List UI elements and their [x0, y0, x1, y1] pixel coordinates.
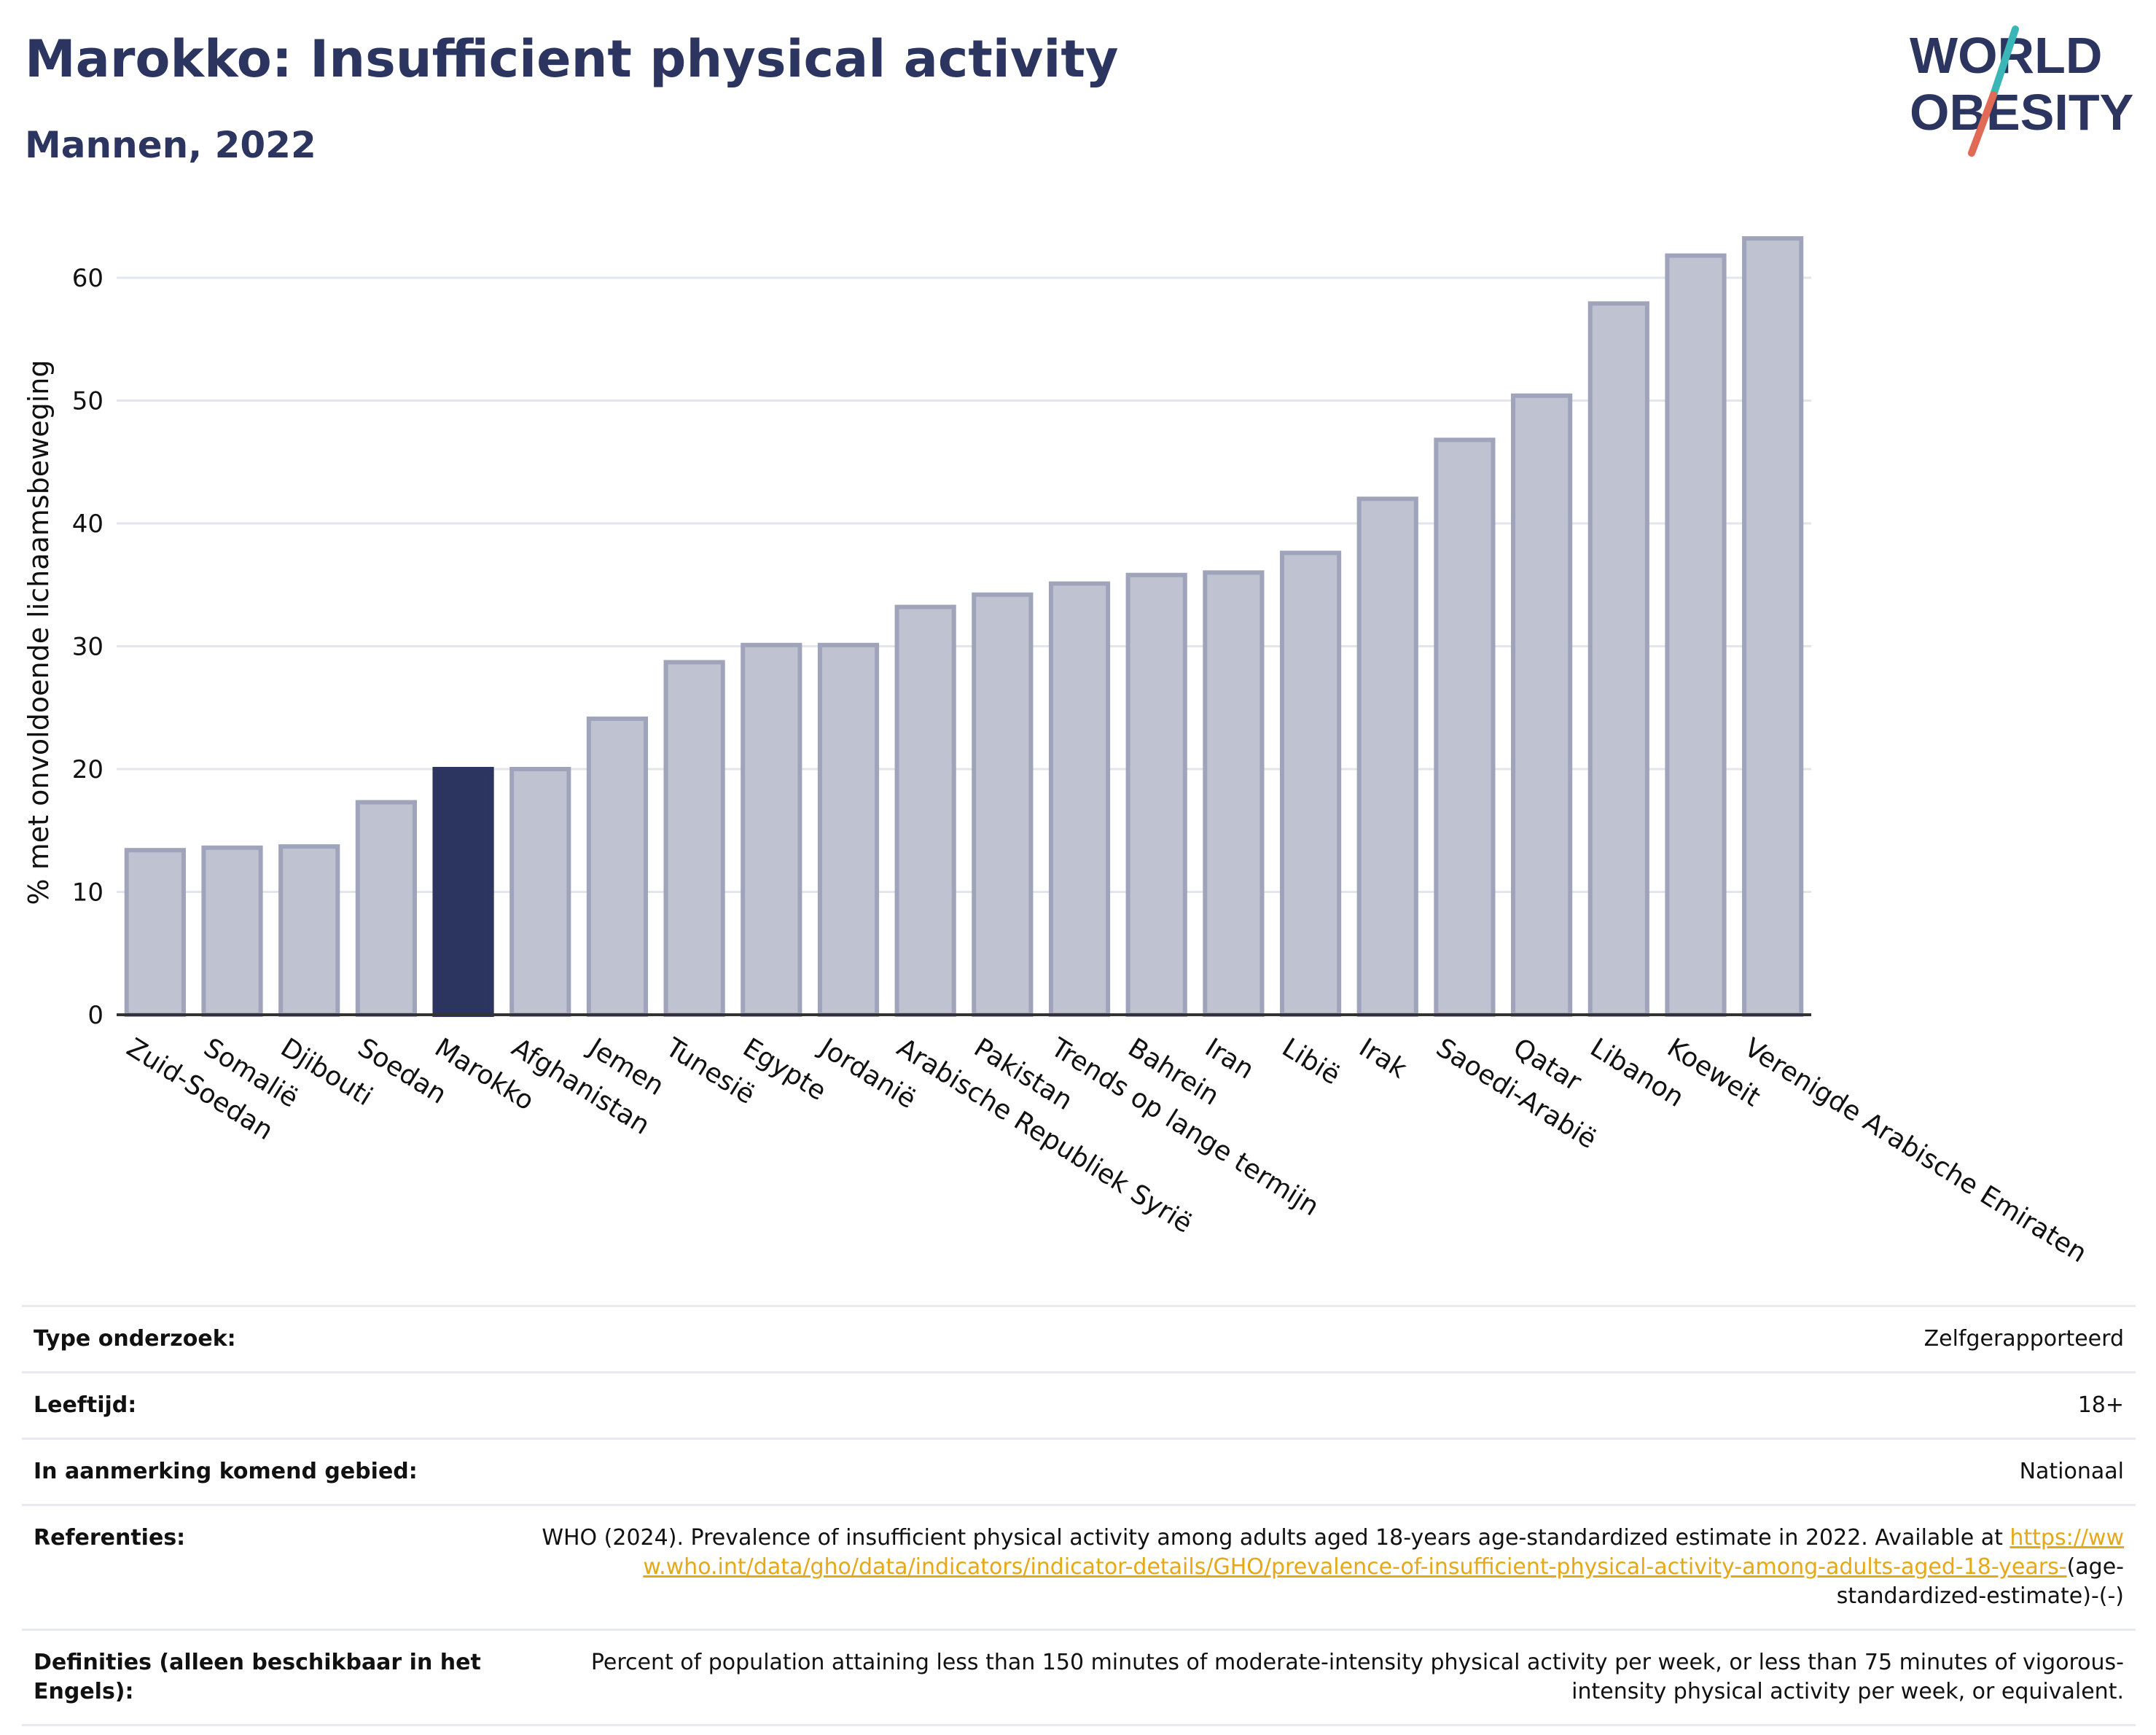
y-tick-labels: 0 10 20 30 40 50 60	[72, 264, 103, 1030]
page-subtitle: Mannen, 2022	[25, 124, 316, 166]
bars	[124, 236, 1804, 1018]
bar-trends-op-lange-termijn	[1048, 581, 1111, 1017]
y-tick-label: 50	[72, 386, 103, 416]
bar-jordani-	[817, 642, 880, 1017]
y-axis-label: % met onvoldoende lichaamsbeweging	[23, 360, 55, 905]
x-tick-label: Verenigde Arabische Emiraten	[1739, 1033, 2092, 1269]
reference-text: WHO (2024). Prevalence of insufficient p…	[542, 1525, 2003, 1551]
meta-row-survey-type: Type onderzoek: Zelfgerapporteerd	[22, 1305, 2136, 1371]
y-tick-label: 0	[87, 1001, 103, 1030]
y-tick-label: 60	[72, 264, 103, 293]
meta-label: Leeftijd:	[34, 1392, 137, 1418]
x-tick-label: Libië	[1277, 1033, 1345, 1091]
y-tick-label: 40	[72, 510, 103, 539]
bar-djibouti	[278, 844, 340, 1017]
bar-zuid-soedan	[124, 848, 186, 1017]
metadata-table: Type onderzoek: Zelfgerapporteerd Leefti…	[22, 1305, 2136, 1726]
page-title: Marokko: Insufficient physical activity	[25, 29, 1119, 89]
reference-link[interactable]: https://www.who.int/data/gho/data/indica…	[643, 1525, 2124, 1580]
bar-afghanistan	[509, 766, 571, 1018]
meta-label: Definities (alleen beschikbaar in het En…	[34, 1650, 481, 1704]
bar-libanon	[1587, 301, 1649, 1017]
bar-egypte	[741, 642, 802, 1017]
meta-row-area: In aanmerking komend gebied: Nationaal	[22, 1438, 2136, 1504]
meta-row-age: Leeftijd: 18+	[22, 1371, 2136, 1438]
reference-suffix: (age-standardized-estimate)-(-)	[1836, 1554, 2124, 1609]
bar-iran	[1203, 570, 1265, 1017]
bar-soedan	[355, 800, 417, 1017]
x-tick-label: Irak	[1354, 1033, 1412, 1085]
bar-verenigde-arabische-emiraten	[1742, 236, 1804, 1017]
bar-jemen	[586, 716, 649, 1018]
bar-marokko	[432, 766, 494, 1018]
bar-arabische-republiek-syri-	[894, 604, 956, 1017]
meta-row-references: Referenties: WHO (2024). Prevalence of i…	[22, 1504, 2136, 1629]
meta-value: Nationaal	[2019, 1459, 2124, 1484]
bar-somali-	[201, 845, 263, 1017]
meta-value: Zelfgerapporteerd	[1923, 1326, 2124, 1352]
meta-value: WHO (2024). Prevalence of insufficient p…	[535, 1506, 2136, 1629]
world-obesity-logo: WORLD OBESITY	[1910, 26, 2133, 157]
logo-word-obesity: OBESITY	[1910, 84, 2133, 141]
bar-chart: 0 10 20 30 40 50 60 Zuid-SoedanSomaliëDjibouti…	[23, 236, 2092, 1269]
meta-value: Percent of population attaining less tha…	[590, 1650, 2124, 1704]
x-tick-labels: Zuid-SoedanSomaliëDjiboutiSoedanMarokkoA…	[122, 1032, 2092, 1269]
bar-qatar	[1511, 393, 1573, 1017]
meta-label: Referenties:	[34, 1525, 186, 1551]
y-tick-label: 10	[72, 878, 103, 907]
meta-value: 18+	[2077, 1392, 2124, 1418]
bar-irak	[1356, 496, 1418, 1017]
bar-bahrein	[1125, 572, 1187, 1017]
bar-pakistan	[972, 592, 1034, 1017]
logo-slash-bottom	[1968, 91, 1997, 157]
logo-slash-top	[1990, 26, 2019, 98]
meta-row-definitions: Definities (alleen beschikbaar in het En…	[22, 1629, 2136, 1726]
bar-saoedi-arabi-	[1434, 437, 1496, 1017]
x-tick-label: Tunesië	[660, 1032, 759, 1110]
meta-label: In aanmerking komend gebied:	[34, 1459, 418, 1484]
bar-koeweit	[1665, 253, 1727, 1017]
bar-libi-	[1279, 550, 1342, 1017]
y-tick-label: 30	[72, 632, 103, 661]
y-tick-label: 20	[72, 755, 103, 784]
meta-label: Type onderzoek:	[34, 1326, 236, 1352]
bar-tunesi-	[663, 660, 725, 1018]
